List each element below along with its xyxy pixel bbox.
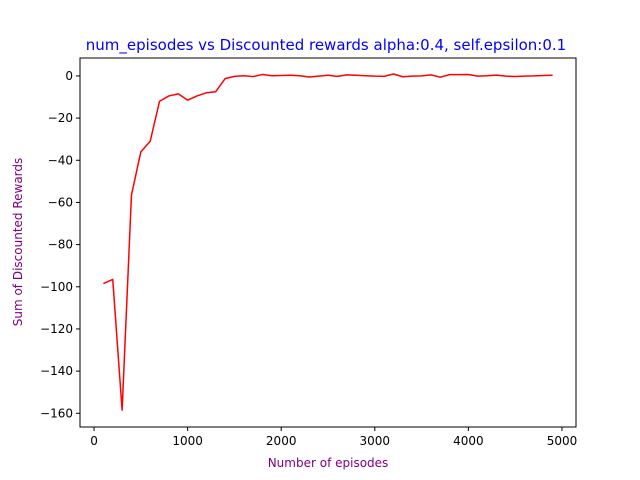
y-tick-label: −140 xyxy=(40,364,73,378)
y-tick-label: −40 xyxy=(48,153,73,167)
x-tick-label: 2000 xyxy=(266,434,297,448)
y-tick-label: −100 xyxy=(40,280,73,294)
axis-ticks: 0 1000 2000 3000 4000 5000 0 −20 −40 −60 −80 −100 −1… xyxy=(40,69,577,448)
y-tick-label: −60 xyxy=(48,195,73,209)
x-tick-label: 0 xyxy=(90,434,98,448)
y-tick-label: −80 xyxy=(48,238,73,252)
y-tick-label: −120 xyxy=(40,322,73,336)
x-tick-label: 5000 xyxy=(547,434,578,448)
x-tick-label: 3000 xyxy=(360,434,391,448)
y-tick-label: −20 xyxy=(48,111,73,125)
axes-frame xyxy=(79,57,577,428)
y-tick-label: 0 xyxy=(65,69,73,83)
y-tick-label: −160 xyxy=(40,406,73,420)
plot-area xyxy=(103,73,553,411)
x-axis-label: Number of episodes xyxy=(268,456,389,470)
x-tick-label: 4000 xyxy=(453,434,484,448)
y-axis-label: Sum of Discounted Rewards xyxy=(11,158,25,327)
x-tick-label: 1000 xyxy=(172,434,203,448)
chart-title: num_episodes vs Discounted rewards alpha… xyxy=(86,36,566,55)
